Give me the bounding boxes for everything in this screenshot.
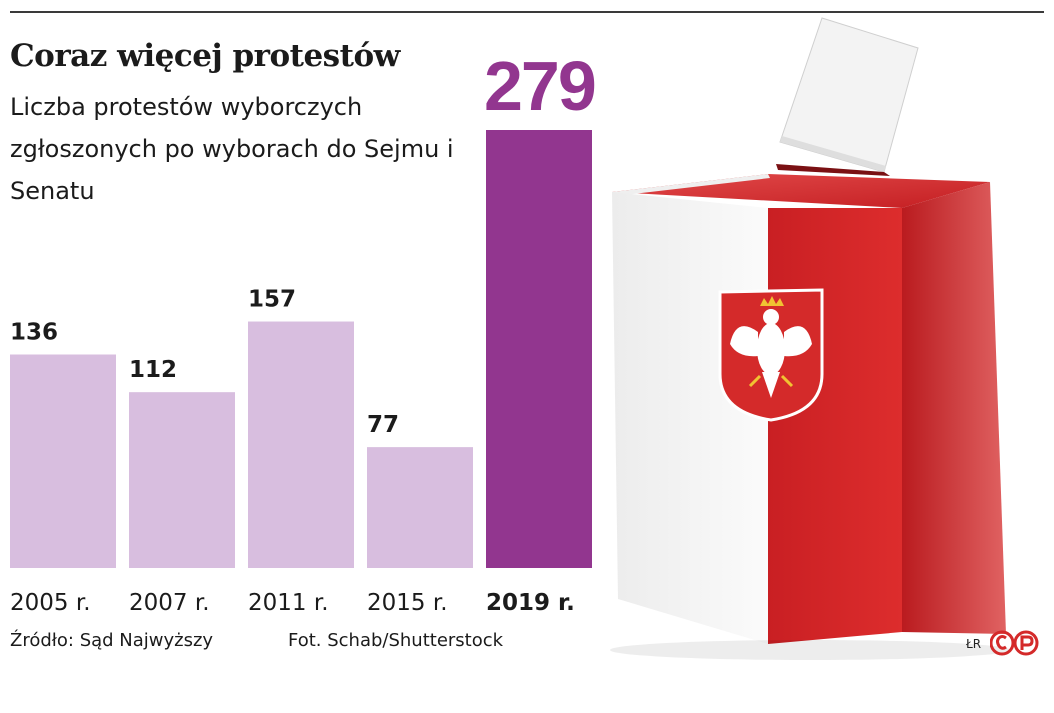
value-label-4: 77 bbox=[367, 412, 399, 438]
category-label-3: 2011 r. bbox=[248, 590, 329, 616]
value-label-1: 136 bbox=[10, 319, 58, 345]
value-label-3: 157 bbox=[248, 287, 296, 313]
value-label-5: 279 bbox=[484, 47, 595, 125]
chart-title: Coraz więcej protestów bbox=[10, 38, 400, 74]
bar-5 bbox=[486, 130, 592, 568]
source-note: Źródło: Sąd Najwyższy bbox=[10, 630, 214, 651]
chart-subtitle: Liczba protestów wyborczych zgłoszonych … bbox=[10, 93, 454, 205]
author-initials: ŁR bbox=[966, 637, 982, 651]
category-label-1: 2005 r. bbox=[10, 590, 91, 616]
bar-4 bbox=[367, 447, 473, 568]
bar-3 bbox=[248, 321, 354, 568]
category-label-2: 2007 r. bbox=[129, 590, 210, 616]
top-rule bbox=[10, 11, 1044, 13]
bar-2 bbox=[129, 392, 235, 568]
box-front-red bbox=[768, 208, 902, 644]
bar-1 bbox=[10, 354, 116, 568]
ballot-box-icon bbox=[610, 17, 1010, 660]
box-front-white bbox=[612, 192, 768, 644]
photo-credit: Fot. Schab/Shutterstock bbox=[288, 630, 504, 651]
box-slot bbox=[776, 164, 890, 176]
category-label-5: 2019 r. bbox=[486, 590, 575, 616]
cp-logo-icon bbox=[990, 630, 1039, 656]
category-label-4: 2015 r. bbox=[367, 590, 448, 616]
box-side bbox=[902, 182, 1006, 634]
coat-of-arms-icon bbox=[718, 288, 824, 422]
value-label-2: 112 bbox=[129, 357, 177, 383]
ballot-paper bbox=[779, 17, 919, 173]
bar-chart: 136 2005 r. 112 2007 r. 157 2011 r. 77 2015 r. 2… bbox=[10, 47, 597, 616]
